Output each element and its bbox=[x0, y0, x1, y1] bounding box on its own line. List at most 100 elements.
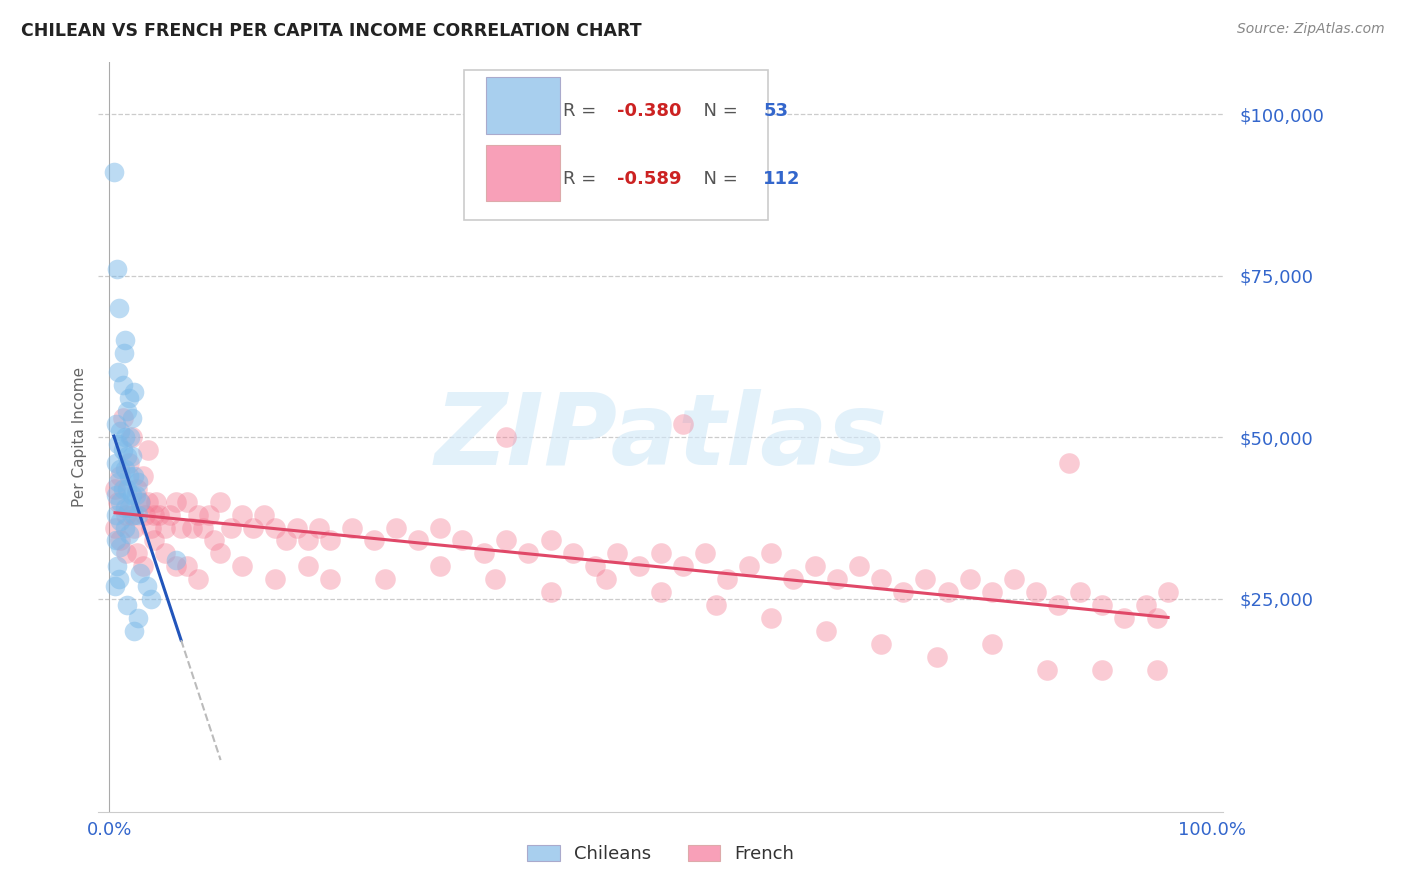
Point bbox=[122, 508, 145, 522]
Point bbox=[231, 508, 253, 522]
Point bbox=[125, 482, 148, 496]
Point bbox=[111, 378, 134, 392]
Point bbox=[925, 649, 948, 664]
Point bbox=[115, 508, 138, 522]
Point bbox=[825, 572, 848, 586]
Point bbox=[650, 546, 672, 560]
Point bbox=[1146, 611, 1168, 625]
Point bbox=[187, 508, 209, 522]
Point bbox=[595, 572, 617, 586]
Point bbox=[363, 533, 385, 548]
Point bbox=[120, 430, 142, 444]
Point bbox=[980, 637, 1002, 651]
Point bbox=[115, 598, 138, 612]
Point bbox=[110, 540, 132, 554]
Point bbox=[197, 508, 219, 522]
Point bbox=[1025, 585, 1047, 599]
Point bbox=[115, 482, 138, 496]
Point bbox=[340, 520, 363, 534]
Point bbox=[1069, 585, 1091, 599]
Point bbox=[815, 624, 838, 638]
Point bbox=[114, 501, 136, 516]
Text: ZIPatlas: ZIPatlas bbox=[434, 389, 887, 485]
Point bbox=[165, 553, 187, 567]
Point bbox=[105, 262, 128, 277]
Text: -0.380: -0.380 bbox=[617, 103, 682, 120]
Text: 112: 112 bbox=[763, 169, 800, 187]
Point bbox=[104, 482, 127, 496]
Point bbox=[176, 559, 198, 574]
Point bbox=[118, 527, 141, 541]
Point bbox=[114, 462, 136, 476]
Point bbox=[111, 482, 134, 496]
Point bbox=[121, 508, 143, 522]
Point bbox=[672, 417, 695, 432]
Point bbox=[115, 404, 138, 418]
Point bbox=[1036, 663, 1059, 677]
Point bbox=[129, 494, 152, 508]
Point bbox=[540, 533, 562, 548]
Point bbox=[121, 410, 143, 425]
Point bbox=[110, 514, 132, 528]
Point bbox=[125, 488, 148, 502]
Point bbox=[115, 546, 138, 560]
Point bbox=[1002, 572, 1025, 586]
Point bbox=[540, 585, 562, 599]
Point bbox=[870, 572, 893, 586]
Point bbox=[141, 520, 163, 534]
Point bbox=[1091, 663, 1114, 677]
Point bbox=[153, 546, 176, 560]
Point bbox=[121, 450, 143, 464]
Point bbox=[297, 533, 319, 548]
Point bbox=[108, 572, 131, 586]
Point bbox=[103, 165, 125, 179]
Point bbox=[242, 520, 264, 534]
Point bbox=[111, 410, 134, 425]
Point bbox=[136, 442, 159, 457]
Point bbox=[1146, 663, 1168, 677]
Point bbox=[121, 430, 143, 444]
Point bbox=[208, 494, 231, 508]
Point bbox=[145, 494, 167, 508]
Point bbox=[980, 585, 1002, 599]
Point bbox=[107, 366, 129, 380]
Point bbox=[187, 572, 209, 586]
Text: -0.589: -0.589 bbox=[617, 169, 682, 187]
Point bbox=[959, 572, 981, 586]
Point bbox=[118, 501, 141, 516]
Point bbox=[561, 546, 583, 560]
Point bbox=[1057, 456, 1080, 470]
Point bbox=[110, 533, 132, 548]
Point bbox=[105, 559, 128, 574]
Point bbox=[451, 533, 474, 548]
Point bbox=[170, 520, 193, 534]
Point bbox=[121, 488, 143, 502]
Point bbox=[127, 508, 149, 522]
Point bbox=[125, 546, 148, 560]
Point bbox=[105, 456, 128, 470]
Point bbox=[115, 450, 138, 464]
Text: N =: N = bbox=[692, 103, 744, 120]
Point bbox=[1157, 585, 1180, 599]
Point bbox=[148, 508, 170, 522]
Point bbox=[208, 546, 231, 560]
Point bbox=[142, 508, 165, 522]
Point bbox=[108, 301, 131, 315]
Point bbox=[374, 572, 396, 586]
Point bbox=[474, 546, 496, 560]
Point bbox=[606, 546, 628, 560]
Point bbox=[263, 520, 285, 534]
Point bbox=[893, 585, 915, 599]
Point bbox=[114, 520, 136, 534]
Point bbox=[308, 520, 330, 534]
Point bbox=[231, 559, 253, 574]
Point bbox=[129, 494, 152, 508]
Point bbox=[131, 468, 153, 483]
Point bbox=[105, 417, 128, 432]
Point bbox=[122, 384, 145, 399]
Point bbox=[104, 579, 127, 593]
Point bbox=[104, 520, 127, 534]
Point bbox=[112, 346, 135, 360]
Point bbox=[1091, 598, 1114, 612]
Point bbox=[429, 520, 451, 534]
